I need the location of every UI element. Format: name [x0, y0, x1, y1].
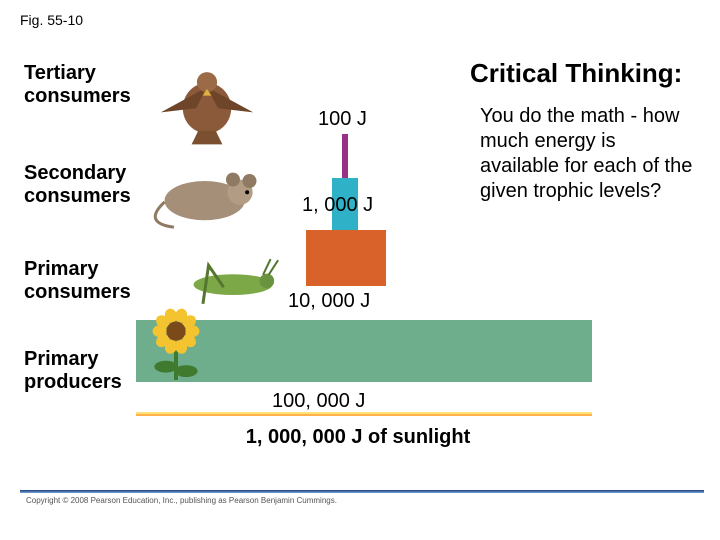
energy-value-label: 10, 000 J [288, 290, 370, 313]
grasshopper-icon [186, 256, 280, 308]
trophic-level-label: Primary consumers [24, 258, 131, 304]
copyright-rule [20, 490, 704, 493]
energy-value-label: 1, 000 J [302, 194, 373, 217]
figure-label: Fig. 55-10 [20, 12, 83, 28]
energy-bar [342, 134, 348, 178]
critical-thinking-heading: Critical Thinking: [470, 58, 682, 89]
energy-bar [306, 230, 386, 286]
energy-value-label: 100 J [318, 108, 367, 131]
flower-icon [140, 306, 212, 380]
trophic-level-label: Tertiary consumers [24, 62, 131, 108]
copyright-text: Copyright © 2008 Pearson Education, Inc.… [26, 496, 337, 505]
critical-thinking-body: You do the math - how much energy is ava… [480, 104, 696, 204]
trophic-level-label: Primary producers [24, 348, 122, 394]
accent-line-bottom [136, 414, 592, 416]
energy-value-label: 100, 000 J [272, 390, 365, 413]
sunlight-label: 1, 000, 000 J of sunlight [178, 426, 538, 449]
mouse-icon [148, 160, 266, 230]
trophic-level-label: Secondary consumers [24, 162, 131, 208]
slide: { "figure_label": "Fig. 55-10", "levels"… [0, 0, 720, 540]
hawk-icon [152, 62, 262, 146]
